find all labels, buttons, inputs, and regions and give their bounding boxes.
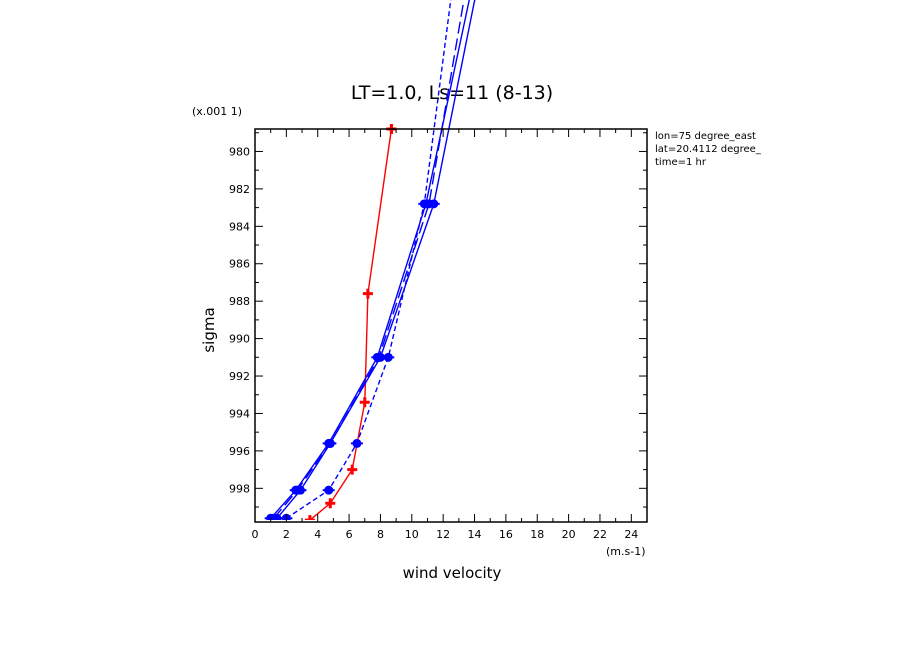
- y-tick-label: 982: [229, 183, 250, 196]
- y-tick-label: 998: [229, 482, 250, 495]
- series-marker-0: [359, 397, 370, 408]
- y-tick-label: 980: [229, 145, 250, 158]
- series-marker-0: [347, 464, 358, 475]
- x-tick-label: 24: [624, 528, 638, 541]
- x-tick-label: 6: [346, 528, 353, 541]
- series-marker-0: [362, 288, 373, 299]
- x-tick-label: 12: [436, 528, 450, 541]
- x-tick-label: 16: [499, 528, 513, 541]
- y-tick-label: 984: [229, 220, 250, 233]
- x-axis: 0 2 4 6 8 10 12 14 16 18 20 22 24: [252, 129, 638, 541]
- y-axis: 980 982 984 986 988 990 992 994 996 998: [229, 132, 647, 508]
- annotation-lat: lat=20.4112 degree_: [655, 144, 762, 155]
- x-tick-label: 8: [377, 528, 384, 541]
- x-tick-label: 18: [530, 528, 544, 541]
- y-tick-label: 988: [229, 295, 250, 308]
- annotation-time: time=1 hr: [655, 157, 707, 168]
- y-tick-label: 990: [229, 333, 250, 346]
- series-line-0: [309, 128, 393, 520]
- y-tick-label: 992: [229, 370, 250, 383]
- y-tick-label: 994: [229, 407, 250, 420]
- x-tick-label: 20: [562, 528, 576, 541]
- x-tick-label: 2: [283, 528, 290, 541]
- chart-title: LT=1.0, Ls=11 (8-13): [351, 82, 553, 104]
- x-tick-label: 22: [593, 528, 607, 541]
- series-marker-0: [304, 515, 315, 520]
- series-line-1: [270, 0, 470, 519]
- series-line-2: [276, 0, 476, 519]
- y-tick-label: 996: [229, 445, 250, 458]
- x-tick-label: 14: [468, 528, 482, 541]
- y-scale-note: (x.001 1): [192, 105, 242, 118]
- y-axis-label: sigma: [200, 307, 218, 352]
- series-line-3: [273, 0, 465, 519]
- x-tick-label: 4: [314, 528, 321, 541]
- series-marker-0: [325, 498, 336, 509]
- x-unit-label: (m.s-1): [606, 545, 646, 558]
- annotation-lon: lon=75 degree_east: [655, 131, 756, 142]
- x-axis-label: wind velocity: [403, 564, 502, 582]
- series-line-4: [286, 0, 452, 519]
- x-tick-label: 10: [405, 528, 419, 541]
- plot-frame: [254, 128, 648, 523]
- x-tick-label: 0: [252, 528, 259, 541]
- y-tick-label: 986: [229, 258, 250, 271]
- series-layer: [264, 0, 476, 520]
